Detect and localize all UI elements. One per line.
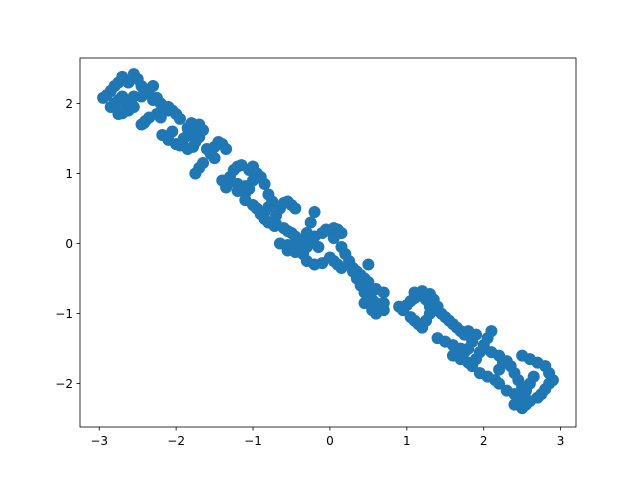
scatter-point — [220, 143, 233, 156]
x-tick-label: 3 — [557, 434, 565, 448]
scatter-point — [147, 80, 160, 93]
scatter-point — [137, 117, 150, 130]
scatter-point — [543, 367, 556, 380]
y-axis: −2 −1 0 1 2 — [55, 97, 80, 391]
scatter-point — [362, 258, 375, 271]
scatter-point — [116, 107, 129, 120]
scatter-point — [485, 325, 498, 338]
x-tick-label: −2 — [167, 434, 185, 448]
scatter-point — [358, 297, 371, 310]
scatter-point — [527, 370, 540, 383]
scatter-point — [312, 241, 325, 254]
x-tick-label: −3 — [90, 434, 108, 448]
y-tick-label: 0 — [65, 237, 73, 251]
scatter-point — [466, 360, 479, 373]
scatter-point — [335, 262, 348, 275]
y-tick-label: −2 — [55, 377, 73, 391]
axes-frame — [79, 57, 577, 428]
scatter-point — [293, 234, 306, 247]
scatter-point — [220, 181, 233, 194]
y-tick-label: −1 — [55, 307, 73, 321]
x-tick-label: 2 — [480, 434, 488, 448]
scatter-point — [327, 231, 340, 244]
scatter-point — [304, 216, 317, 229]
scatter-point — [377, 286, 390, 299]
y-tick-label: 2 — [65, 97, 73, 111]
scatter-point — [470, 328, 483, 341]
scatter-point — [197, 157, 210, 170]
scatter-point — [258, 178, 271, 191]
scatter-point — [197, 124, 210, 137]
scatter-point — [377, 297, 390, 310]
scatter-point — [289, 202, 302, 215]
scatter-point — [493, 377, 506, 390]
x-axis: −3 −2 −1 0 1 2 3 — [90, 427, 564, 448]
data-points — [97, 68, 559, 415]
y-tick-label: 1 — [65, 167, 73, 181]
scatter-point — [173, 112, 186, 125]
x-tick-label: 1 — [403, 434, 411, 448]
scatter-point — [308, 206, 321, 219]
x-tick-label: 0 — [326, 434, 334, 448]
x-tick-label: −1 — [244, 434, 262, 448]
